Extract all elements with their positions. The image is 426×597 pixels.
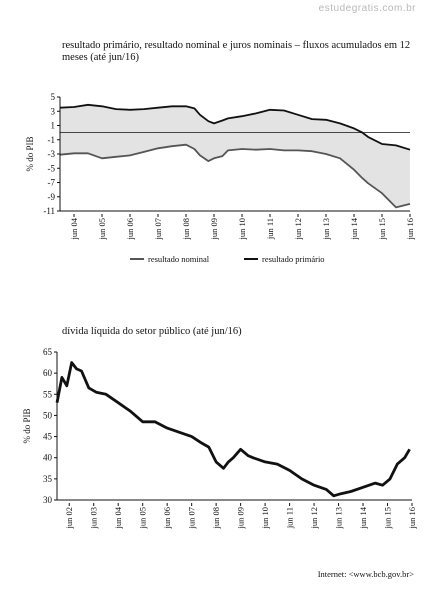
y-tick-label: -9 (48, 192, 56, 202)
series-line-resultado-primário (59, 103, 411, 151)
x-tick-label: jun 16 (407, 507, 417, 530)
footer-source: Internet: <www.bcb.gov.br> (317, 569, 414, 579)
x-tick-label: jun 07 (153, 218, 163, 241)
legend-label-primario: resultado primário (262, 254, 325, 264)
x-tick-label: jun 11 (265, 218, 275, 240)
y-tick-label: 50 (43, 410, 53, 420)
y-tick-label: -5 (48, 163, 56, 173)
y-tick-label: 40 (43, 453, 53, 463)
y-tick-label: 1 (51, 121, 56, 131)
x-tick-label: jun 15 (377, 218, 387, 241)
x-tick-label: jun 09 (209, 218, 219, 241)
y-tick-label: 45 (43, 432, 53, 442)
x-tick-label: jun 13 (321, 218, 331, 241)
x-tick-label: jun 05 (138, 507, 148, 530)
chart-legend: resultado nominal resultado primário (0, 254, 426, 270)
x-tick-label: jun 04 (69, 217, 79, 240)
x-tick-label: jun 14 (349, 217, 359, 240)
y-tick-label: -11 (43, 206, 55, 216)
legend-label-nominal: resultado nominal (148, 254, 210, 264)
y-tick-label: 65 (43, 347, 53, 357)
y-tick-label: 5 (51, 92, 56, 102)
legend-item-nominal: resultado nominal (130, 254, 209, 264)
watermark: estudegratis.com.br (318, 3, 416, 14)
chart-title-net-debt: dívida líquida do setor público (até jun… (62, 326, 242, 337)
x-tick-label: jun 11 (285, 507, 295, 529)
x-tick-label: jun 08 (181, 218, 191, 241)
y-tick-label: 30 (43, 495, 53, 505)
x-tick-label: jun 15 (383, 507, 393, 530)
x-tick-label: jun 05 (97, 218, 107, 241)
y-tick-label: 35 (43, 474, 53, 484)
legend-swatch-nominal (130, 258, 144, 260)
x-tick-label: jun 13 (334, 507, 344, 530)
x-tick-label: jun 10 (237, 218, 247, 241)
y-tick-label: 60 (43, 368, 53, 378)
x-tick-label: jun 03 (89, 507, 99, 530)
legend-swatch-primario (244, 258, 258, 260)
y-axis-title: % do PIB (22, 408, 32, 443)
series-line-resultado-nominal (59, 143, 411, 209)
x-tick-label: jun 06 (125, 218, 135, 241)
x-tick-label: jun 02 (64, 507, 74, 530)
x-tick-label: jun 12 (293, 218, 303, 241)
legend-item-primario: resultado primário (244, 254, 325, 264)
chart-fiscal-flows: 5 3 1 -1 -3 -5 -7 -9 -11 jun 04 jun 05 jun 06 jun 07… (25, 92, 415, 241)
x-tick-label: jun 14 (358, 506, 368, 529)
y-axis-title: % do PIB (25, 136, 35, 171)
y-tick-label: -1 (48, 135, 56, 145)
x-tick-label: jun 04 (113, 506, 123, 529)
x-tick-label: jun 10 (260, 507, 270, 530)
chart-title-fiscal-flows: resultado primário, resultado nominal e … (62, 40, 411, 63)
x-tick-label: jun 06 (162, 507, 172, 530)
series-line-divida-liquida (55, 361, 411, 498)
x-tick-label: jun 07 (187, 507, 197, 530)
x-tick-label: jun 16 (405, 218, 415, 241)
y-tick-label: -7 (48, 178, 56, 188)
x-tick-label: jun 12 (309, 507, 319, 530)
y-tick-label: -3 (48, 149, 56, 159)
x-tick-label: jun 08 (211, 507, 221, 530)
shaded-band-juros-nominais (60, 104, 410, 208)
y-tick-label: 55 (43, 389, 53, 399)
x-tick-label: jun 09 (236, 507, 246, 530)
y-tick-label: 3 (51, 106, 56, 116)
